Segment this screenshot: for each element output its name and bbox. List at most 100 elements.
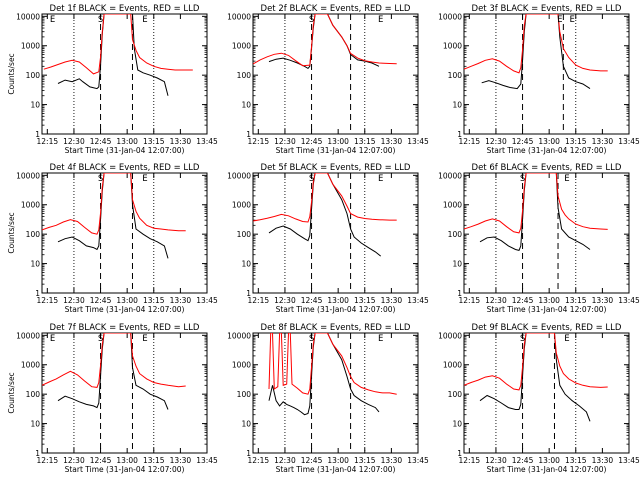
x-tick-label: 13:15 [354, 456, 376, 465]
y-tick-label: 100 [448, 390, 463, 399]
plot-frame [463, 332, 630, 454]
events-series-line [57, 333, 169, 410]
events-series-line [268, 173, 382, 257]
y-tick-label: 100 [448, 230, 463, 239]
x-axis-label: Start Time (31-Jan-04 12:07:00) [65, 305, 185, 314]
y-tick-label: 1 [457, 289, 462, 298]
events-series-line [481, 14, 591, 90]
y-tick-label: 1 [246, 449, 251, 458]
y-tick-label: 1000 [21, 361, 40, 370]
x-axis-label: Start Time (31-Jan-04 12:07:00) [487, 146, 607, 155]
x-tick-label: 13:15 [565, 296, 587, 305]
interval-marker-label: S [520, 334, 525, 344]
y-tick-label: 1000 [232, 361, 251, 370]
y-tick-label: 10 [30, 101, 40, 110]
x-tick-label: 12:15 [459, 296, 481, 305]
plot-frame [41, 13, 208, 135]
x-axis-label: Start Time (31-Jan-04 12:07:00) [65, 465, 185, 474]
x-tick-label: 13:30 [381, 296, 403, 305]
events-series-line [479, 173, 591, 251]
chart-title: Det 7f BLACK = Events, RED = LLD [50, 323, 200, 333]
y-axis-label: Counts/sec [7, 372, 16, 413]
interval-marker-label: E [142, 174, 147, 184]
lld-series-line [253, 14, 397, 67]
y-tick-label: 1000 [21, 201, 40, 210]
interval-marker-label: E [564, 334, 569, 344]
x-tick-label: 13:45 [618, 296, 640, 305]
y-tick-label: 100 [237, 230, 252, 239]
chart-title: Det 8f BLACK = Events, RED = LLD [261, 323, 411, 333]
y-tick-label: 10000 [438, 331, 462, 340]
x-tick-label: 12:45 [301, 456, 323, 465]
x-tick-label: 13:15 [354, 296, 376, 305]
chart-panel-det1f: Det 1f BLACK = Events, RED = LLD 1 10 100 10… [7, 4, 218, 155]
y-tick-label: 10 [241, 101, 251, 110]
interval-marker-label: E [378, 174, 383, 184]
y-tick-label: 1 [246, 289, 251, 298]
y-tick-label: 1000 [443, 42, 462, 51]
x-tick-label: 13:30 [592, 137, 614, 146]
x-axis-label: Start Time (31-Jan-04 12:07:00) [276, 146, 396, 155]
interval-marker-label: S [309, 15, 314, 25]
x-axis-label: Start Time (31-Jan-04 12:07:00) [65, 146, 185, 155]
x-tick-label: 13:45 [196, 456, 218, 465]
x-tick-label: 12:45 [512, 456, 534, 465]
x-tick-label: 13:00 [116, 137, 138, 146]
y-tick-label: 1000 [232, 42, 251, 51]
chart-panel-det6f: Det 6f BLACK = Events, RED = LLD 1 10 100 10… [438, 163, 640, 314]
x-tick-label: 13:00 [538, 296, 560, 305]
x-axis-label: Start Time (31-Jan-04 12:07:00) [276, 465, 396, 474]
chart-title: Det 1f BLACK = Events, RED = LLD [50, 4, 200, 14]
interval-marker-label: E [50, 334, 55, 344]
y-tick-label: 1000 [443, 361, 462, 370]
x-tick-label: 13:15 [143, 456, 165, 465]
x-tick-label: 13:45 [196, 296, 218, 305]
events-series-line [268, 333, 380, 416]
x-tick-label: 12:15 [248, 137, 270, 146]
chart-panel-det7f: Det 7f BLACK = Events, RED = LLD 1 10 100 10… [7, 323, 218, 474]
interval-marker-label: E [557, 15, 562, 25]
x-tick-label: 12:45 [512, 296, 534, 305]
x-tick-label: 12:30 [485, 296, 507, 305]
interval-marker-label: S [309, 174, 314, 184]
x-tick-label: 12:45 [90, 456, 112, 465]
chart-title: Det 9f BLACK = Events, RED = LLD [472, 323, 622, 333]
x-tick-label: 12:15 [459, 456, 481, 465]
chart-panel-det2f: Det 2f BLACK = Events, RED = LLD 1 10 100 10… [227, 4, 429, 155]
x-tick-label: 12:30 [274, 137, 296, 146]
chart-title: Det 6f BLACK = Events, RED = LLD [472, 163, 622, 173]
x-tick-label: 13:45 [407, 137, 429, 146]
x-tick-label: 12:30 [485, 137, 507, 146]
y-tick-label: 10000 [227, 171, 251, 180]
x-tick-label: 13:45 [196, 137, 218, 146]
chart-title: Det 4f BLACK = Events, RED = LLD [50, 163, 200, 173]
x-tick-label: 12:45 [90, 137, 112, 146]
lld-series-line [43, 14, 193, 75]
x-tick-label: 13:00 [116, 456, 138, 465]
x-tick-label: 12:45 [301, 137, 323, 146]
lld-series-line [268, 333, 397, 395]
x-tick-label: 13:30 [381, 137, 403, 146]
y-tick-label: 10000 [16, 331, 40, 340]
x-tick-label: 13:00 [538, 137, 560, 146]
y-tick-label: 10000 [438, 12, 462, 21]
x-tick-label: 12:15 [248, 456, 270, 465]
y-tick-label: 1 [457, 449, 462, 458]
y-tick-label: 10000 [16, 171, 40, 180]
plot-frame [463, 13, 630, 135]
x-tick-label: 13:30 [170, 296, 192, 305]
x-tick-label: 12:45 [512, 137, 534, 146]
x-tick-label: 13:00 [327, 137, 349, 146]
x-axis-label: Start Time (31-Jan-04 12:07:00) [487, 305, 607, 314]
y-tick-label: 10 [241, 420, 251, 429]
y-tick-label: 100 [26, 230, 41, 239]
x-tick-label: 13:30 [170, 456, 192, 465]
x-tick-label: 12:15 [37, 137, 59, 146]
interval-marker-label: S [98, 15, 103, 25]
y-tick-label: 10000 [227, 12, 251, 21]
y-axis-label: Counts/sec [7, 212, 16, 253]
x-tick-label: 13:45 [407, 296, 429, 305]
y-tick-label: 1 [35, 130, 40, 139]
interval-marker-label: S [520, 174, 525, 184]
